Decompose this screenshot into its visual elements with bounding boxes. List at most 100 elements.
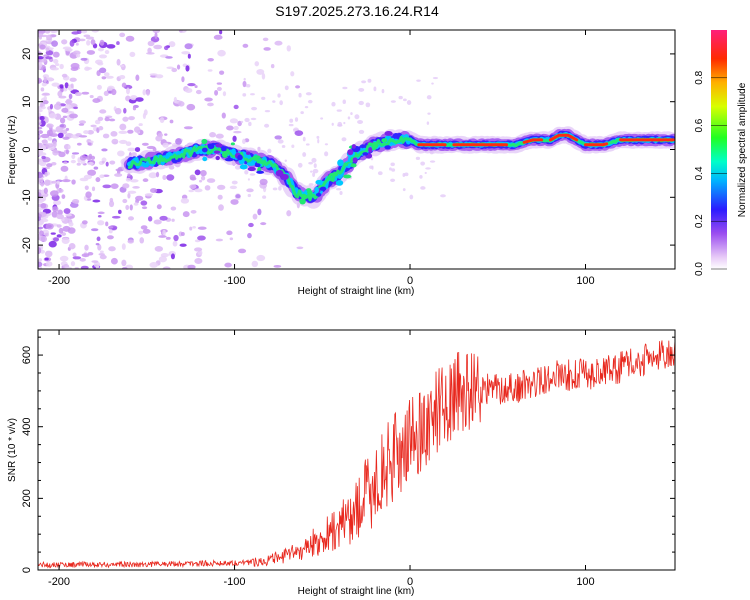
noise-blob xyxy=(182,211,190,218)
ridge-blob xyxy=(362,152,369,156)
noise-blob xyxy=(153,219,162,225)
ridge-blob xyxy=(207,143,215,150)
noise-blob xyxy=(104,50,110,55)
noise-blob xyxy=(38,112,41,117)
noise-blob xyxy=(99,174,105,179)
ridge-blob xyxy=(315,192,322,197)
noise-blob xyxy=(187,264,196,269)
noise-blob xyxy=(248,121,252,127)
noise-blob xyxy=(369,165,373,169)
noise-blob xyxy=(277,93,281,98)
noise-blob xyxy=(69,77,77,82)
noise-blob xyxy=(347,116,351,120)
noise-blob xyxy=(197,250,203,256)
noise-blob xyxy=(38,235,47,242)
noise-blob xyxy=(406,100,412,105)
noise-blob xyxy=(92,98,101,104)
noise-blob xyxy=(105,161,109,167)
noise-blob xyxy=(390,162,395,167)
noise-blob xyxy=(183,126,193,130)
noise-blob xyxy=(45,56,53,60)
noise-blob xyxy=(186,103,196,111)
ridge-blob xyxy=(337,159,344,167)
noise-blob xyxy=(116,150,125,157)
noise-blob xyxy=(273,265,282,268)
ridge-blob xyxy=(347,149,354,156)
noise-blob xyxy=(165,236,171,240)
ridge-blob xyxy=(350,163,357,168)
noise-blob xyxy=(178,30,183,33)
noise-blob xyxy=(365,102,371,108)
noise-blob xyxy=(62,136,70,140)
noise-blob xyxy=(96,236,101,242)
noise-blob xyxy=(50,232,56,235)
noise-blob xyxy=(44,232,49,237)
noise-blob xyxy=(98,126,104,131)
noise-blob xyxy=(65,48,73,52)
noise-blob xyxy=(195,89,202,95)
noise-blob xyxy=(181,51,191,55)
ridge-blob xyxy=(246,162,255,166)
noise-blob xyxy=(390,178,396,183)
noise-blob xyxy=(214,89,219,96)
noise-blob xyxy=(69,40,75,47)
noise-blob xyxy=(313,163,317,169)
noise-blob xyxy=(41,93,51,96)
noise-blob xyxy=(81,253,90,258)
noise-blob xyxy=(101,160,105,164)
noise-blob xyxy=(45,223,54,230)
noise-blob xyxy=(62,115,68,119)
noise-blob xyxy=(106,235,114,240)
noise-blob xyxy=(116,41,120,45)
noise-blob xyxy=(50,67,60,71)
noise-blob xyxy=(245,83,251,88)
noise-blob xyxy=(79,120,86,125)
noise-blob xyxy=(118,130,128,135)
noise-blob xyxy=(229,185,238,190)
noise-blob xyxy=(339,190,343,195)
noise-blob xyxy=(114,107,122,115)
noise-blob xyxy=(336,188,342,191)
noise-blob xyxy=(242,80,247,88)
noise-blob xyxy=(81,30,88,34)
noise-blob xyxy=(147,40,155,47)
colorbar-tick-label: 0.0 xyxy=(694,262,705,276)
noise-blob xyxy=(279,100,283,106)
noise-blob xyxy=(244,169,249,175)
noise-blob xyxy=(251,260,259,268)
noise-blob xyxy=(189,226,193,231)
ridge-blob xyxy=(301,193,307,200)
noise-blob xyxy=(84,185,89,191)
noise-blob xyxy=(185,65,190,72)
noise-blob xyxy=(278,186,282,191)
noise-blob xyxy=(80,57,88,61)
noise-blob xyxy=(289,118,294,123)
noise-blob xyxy=(38,56,44,60)
noise-blob xyxy=(63,208,71,214)
spectrogram-x-tick-label: -200 xyxy=(48,275,70,287)
noise-blob xyxy=(43,76,47,83)
noise-blob xyxy=(98,54,108,59)
noise-blob xyxy=(48,129,53,137)
noise-blob xyxy=(87,169,97,176)
noise-blob xyxy=(403,98,407,102)
noise-blob xyxy=(45,47,50,52)
noise-blob xyxy=(312,168,319,174)
ridge-blob xyxy=(237,154,243,161)
noise-blob xyxy=(170,253,175,260)
noise-blob xyxy=(119,123,127,131)
noise-blob xyxy=(122,116,129,122)
noise-blob xyxy=(142,178,149,183)
noise-blob xyxy=(398,95,403,100)
noise-blob xyxy=(76,30,82,34)
noise-blob xyxy=(129,179,139,183)
noise-blob xyxy=(119,75,126,80)
noise-blob xyxy=(162,174,167,181)
snr-y-tick-label: 400 xyxy=(21,418,33,436)
noise-blob xyxy=(164,133,168,136)
noise-blob xyxy=(162,229,166,236)
noise-blob xyxy=(116,58,121,66)
noise-blob xyxy=(69,113,78,119)
noise-blob xyxy=(184,43,193,50)
noise-blob xyxy=(294,117,299,122)
